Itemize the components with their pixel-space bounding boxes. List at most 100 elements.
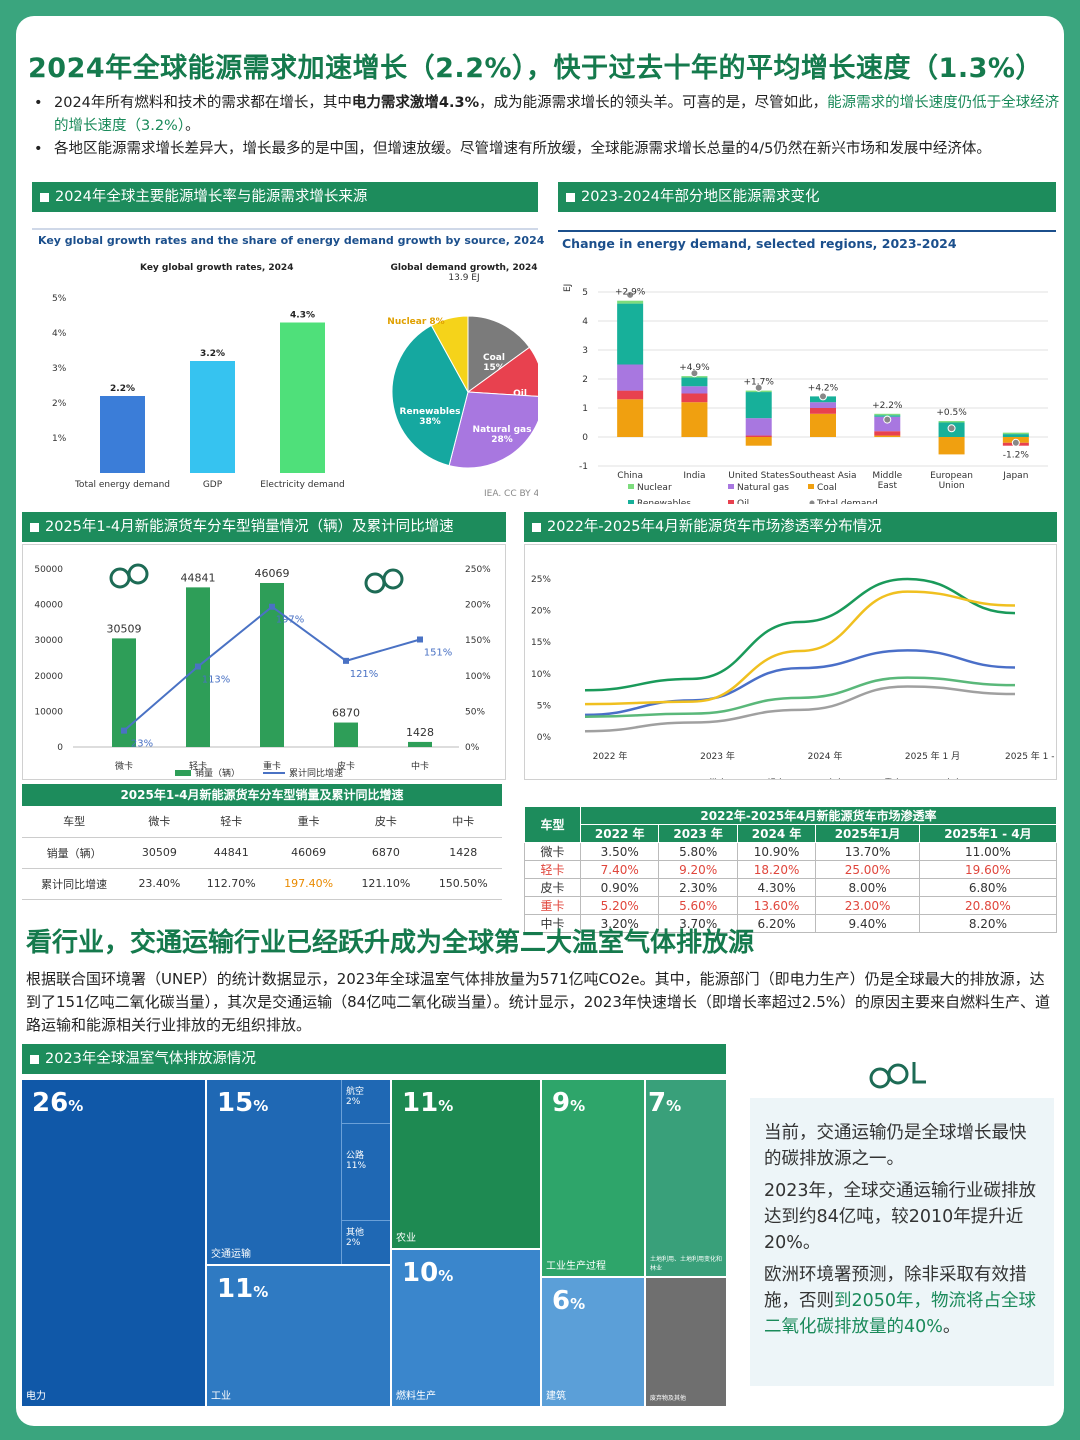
- transport-note: 当前，交通运输仍是全球增长最快的碳排放源之一。 2023年，全球交通运输行业碳排…: [750, 1098, 1054, 1386]
- ytick-label: 15%: [531, 638, 551, 648]
- region-chart: EJ 5 4 3 2 1 0 -1 +2.9% China +4.9% India +1.7% Unite…: [563, 284, 1048, 504]
- t1-cell: 6870: [347, 837, 425, 869]
- ytick-left: 0: [57, 743, 63, 753]
- stack-segment: [1002, 434, 1029, 437]
- region-label-line: Union: [939, 481, 965, 491]
- t2-col0: 车型: [524, 806, 581, 843]
- treemap-waste: 废弃物及其他: [646, 1278, 726, 1406]
- t2-cell: 6.80%: [918, 878, 1058, 897]
- pie-label-name: Coal: [483, 353, 505, 363]
- growth-point: [343, 657, 349, 664]
- legend-label: Oil: [737, 499, 749, 504]
- t2-cell: 3.20%: [579, 914, 660, 933]
- sub-name: 航空: [346, 1087, 365, 1097]
- bullet1-text-d: 能源需求的增长速度仍低于全球经济的增长速度（3.2%）: [54, 95, 1060, 134]
- sub-pct: 2%: [346, 1097, 361, 1107]
- t2-cell: 皮卡: [524, 878, 581, 897]
- panel1-title: 2024年全球主要能源增长率与能源需求增长来源: [55, 189, 368, 205]
- t2-head: 2025年1 - 4月: [918, 824, 1058, 843]
- treemap-electricity: 26% 电力: [22, 1080, 205, 1406]
- tm-pct: 6: [552, 1286, 571, 1316]
- ytick-right: 250%: [465, 565, 491, 575]
- x-category-label: Total energy demand: [74, 480, 170, 490]
- stack-segment: [745, 437, 772, 446]
- sales-bar: [408, 741, 432, 747]
- t2-cell: 18.20%: [736, 860, 817, 879]
- ytick-right: 50%: [465, 707, 485, 717]
- t2-cell: 20.80%: [918, 896, 1058, 915]
- truck-type-label: 中卡: [411, 760, 429, 772]
- panel4-title-bar: 2022年-2025年4月新能源货车市场渗透率分布情况: [524, 512, 1057, 542]
- t2-cell: 0.90%: [579, 878, 660, 897]
- tm-pct: 15: [217, 1088, 254, 1118]
- penetration-series-line: [584, 676, 1016, 719]
- t2-cell: 5.60%: [658, 896, 738, 915]
- t2-head: 2022 年: [579, 824, 660, 843]
- bar-value-label: 3.2%: [200, 349, 225, 359]
- t2-cell: 4.30%: [736, 878, 817, 897]
- penetration-series-line: [584, 577, 1016, 692]
- transport-other: 其他 2%: [342, 1220, 390, 1248]
- panel2-title: 2023-2024年部分地区能源需求变化: [581, 189, 820, 205]
- stack-segment: [810, 402, 836, 408]
- pie-label-name: Natural gas: [473, 425, 532, 435]
- bar-value-label: 4.3%: [290, 311, 315, 321]
- stack-segment: [745, 435, 772, 437]
- ytick-label: 2: [582, 375, 588, 385]
- table-row: 轻卡 7.40% 9.20% 18.20% 25.00% 19.60%: [524, 860, 1058, 879]
- treemap-transport: 15% 航空 2% 公路 11% 其他 2% 交通运输: [207, 1080, 390, 1264]
- t2-cell: 轻卡: [524, 860, 581, 879]
- logo-watermark-icon: [109, 563, 149, 589]
- growth-point: [195, 663, 201, 670]
- tm-label: 电力: [26, 1391, 46, 1402]
- t2-cell: 8.20%: [918, 914, 1058, 933]
- panel4-title: 2022年-2025年4月新能源货车市场渗透率分布情况: [547, 519, 882, 535]
- t2-head: 2025年1月: [815, 824, 920, 843]
- stack-segment: [874, 431, 901, 436]
- ytick-left: 40000: [34, 601, 63, 611]
- bar: [280, 322, 325, 473]
- penetration-series-line: [584, 590, 1016, 706]
- growth-point-label: 197%: [276, 615, 305, 626]
- growth-label: +2.9%: [615, 288, 646, 298]
- page-title: 2024年全球能源需求加速增长（2.2%），快于过去十年的平均增长速度（1.3%…: [28, 53, 1043, 84]
- panel4-frame: 25% 20% 15% 10% 5% 0% 2022 年 2023 年 2024 年 2025 年…: [524, 544, 1064, 789]
- total-demand-marker: [626, 290, 635, 299]
- tm-label: 农业: [396, 1233, 416, 1244]
- legend-label: Total demand: [816, 499, 878, 504]
- growth-point: [269, 603, 275, 610]
- tm-label: 废弃物及其他: [650, 1395, 687, 1402]
- t1-cell: 累计同比增速: [22, 868, 127, 900]
- stack-segment: [874, 435, 901, 437]
- note-p3c: 。: [942, 1317, 961, 1337]
- legend-swatch: [628, 500, 634, 504]
- t2-cell: 5.80%: [658, 842, 738, 861]
- truck-type-label: 轻卡: [189, 760, 207, 772]
- sales-value-label: 1428: [406, 726, 434, 739]
- pie-slice-label: Renewables 38%: [400, 407, 461, 427]
- t2-cell: 13.60%: [736, 896, 817, 915]
- t2-head: 2023 年: [658, 824, 738, 843]
- panel3-title: 2025年1-4月新能源货车分车型销量情况（辆）及累计同比增速: [45, 519, 454, 535]
- ytick-label: 5%: [52, 294, 67, 304]
- bullet-electricity: 2024年所有燃料和技术的需求都在增长，其中电力需求激增4.3%，成为能源需求增…: [26, 92, 1060, 138]
- pie-label-name: Renewables: [400, 407, 461, 417]
- legend-label: Nuclear: [637, 483, 672, 493]
- treemap-agriculture: 11% 农业: [392, 1080, 540, 1248]
- growth-label: +0.5%: [936, 408, 967, 418]
- stack-segment: [810, 408, 836, 414]
- stack-segment: [938, 437, 965, 455]
- ytick-label: 10%: [531, 670, 551, 680]
- region-label: European Union: [930, 471, 973, 491]
- x-category-label: GDP: [203, 480, 223, 490]
- region-label: Southeast Asia: [789, 471, 856, 481]
- panel3-frame: 50000 250% 40000 200% 30000 150% 20000 100% 1000…: [22, 544, 506, 780]
- panel3-title-bar: 2025年1-4月新能源货车分车型销量情况（辆）及累计同比增速: [22, 512, 506, 542]
- table-row: 中卡 3.20% 3.70% 6.20% 9.40% 8.20%: [524, 914, 1058, 933]
- bullet-regions: 各地区能源需求增长差异大，增长最多的是中国，但增速放缓。尽管增速有所放缓，全球能…: [26, 138, 1060, 161]
- sales-value-label: 30509: [107, 622, 142, 635]
- pie-title: Global demand growth, 2024: [390, 263, 537, 273]
- growth-label: +4.9%: [679, 363, 710, 373]
- stack-segment: [681, 402, 708, 437]
- growth-point-label: 23%: [131, 739, 153, 750]
